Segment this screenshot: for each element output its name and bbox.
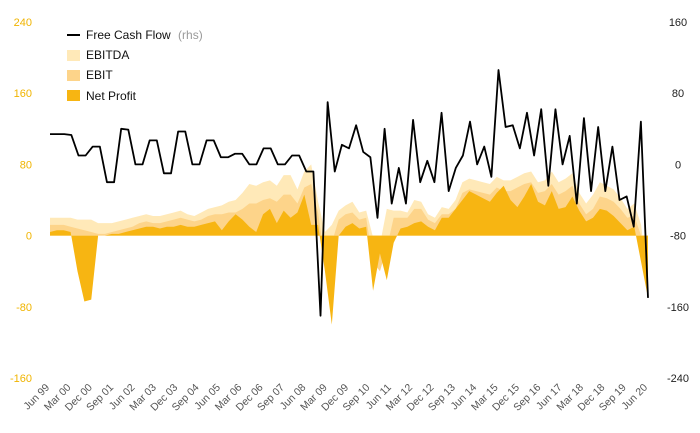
right-tick-label: -160	[667, 302, 689, 314]
legend-label-ebit: EBIT	[86, 68, 113, 82]
legend-label-ebitda: EBITDA	[86, 48, 129, 62]
left-axis: -160 -80 0 80 160 240	[10, 17, 32, 385]
legend-swatch-ebit	[67, 70, 80, 81]
right-tick-label: -240	[667, 373, 689, 385]
legend-label-net-profit: Net Profit	[86, 89, 137, 103]
left-tick-label: -160	[10, 373, 32, 385]
legend-swatch-net-profit	[67, 90, 80, 101]
line-free-cash-flow	[50, 69, 649, 317]
left-tick-label: -80	[16, 302, 32, 314]
left-tick-label: 0	[26, 231, 32, 243]
legend: Free Cash Flow (rhs) EBITDA EBIT Net Pro…	[67, 28, 203, 103]
left-tick-label: 160	[14, 88, 32, 100]
legend-label-fcf-name: Free Cash Flow	[86, 28, 171, 42]
legend-label-fcf-suffix: (rhs)	[178, 28, 203, 42]
legend-label-fcf: Free Cash Flow (rhs)	[86, 28, 203, 42]
area-series-group	[50, 164, 648, 325]
left-tick-label: 240	[14, 17, 32, 29]
right-tick-label: -80	[670, 231, 686, 243]
line-series-group	[50, 69, 649, 317]
right-tick-label: 80	[672, 88, 684, 100]
right-tick-label: 0	[675, 159, 681, 171]
legend-swatch-ebitda	[67, 50, 80, 61]
area-net-profit	[50, 183, 648, 325]
right-tick-label: 160	[669, 17, 687, 29]
left-tick-label: 80	[20, 159, 32, 171]
right-axis: -240 -160 -80 0 80 160	[667, 17, 689, 385]
